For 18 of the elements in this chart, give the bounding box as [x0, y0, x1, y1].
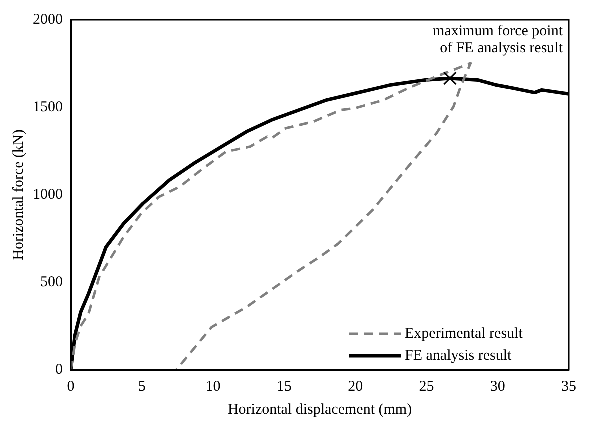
y-tick-label: 1500	[33, 99, 63, 116]
annotation: maximum force point of FE analysis result	[433, 23, 564, 56]
y-tick-label: 500	[40, 274, 63, 290]
y-tick-label: 2000	[33, 12, 63, 28]
legend-label: Experimental result	[405, 326, 524, 342]
x-tick-label: 35	[562, 378, 576, 395]
x-tick-label: 20	[348, 378, 364, 395]
x-tick-label: 15	[276, 378, 292, 395]
x-tick-label: 10	[206, 378, 221, 395]
y-tick-label: 0	[56, 362, 63, 378]
y-axis-title: Horizontal force (kN)	[10, 130, 27, 260]
x-axis-title: Horizontal displacement (mm)	[228, 402, 412, 418]
x-tick-label: 25	[419, 378, 434, 395]
x-tick-label: 30	[490, 378, 506, 395]
y-tick-label: 1000	[33, 186, 63, 203]
legend-label: FE analysis result	[405, 348, 512, 364]
x-tick-label: 0	[67, 378, 75, 395]
x-tick-label: 5	[138, 378, 146, 395]
